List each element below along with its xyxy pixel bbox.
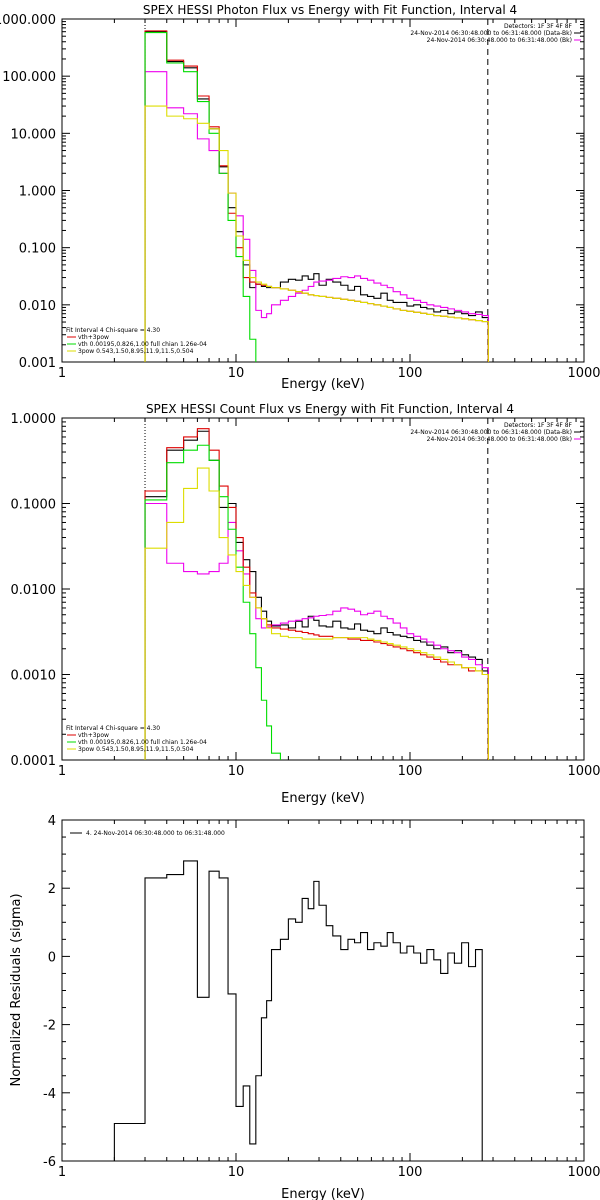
- count-flux-x-tick-label: 1: [58, 764, 66, 779]
- count-flux-x-axis-label: Energy (keV): [281, 791, 365, 806]
- count-flux-y-tick-label: 0.0010: [11, 669, 57, 684]
- photon-flux-x-axis-label: Energy (keV): [281, 377, 365, 392]
- photon-flux-y-tick-label: 0.010: [19, 299, 56, 314]
- count-flux-panel: SPEX HESSI Count Flux vs Energy with Fit…: [11, 402, 600, 806]
- photon-flux-legend-text: 24-Nov-2014 06:30:48.000 to 06:31:48.000…: [427, 37, 572, 44]
- residuals-y-tick-label: 4: [48, 814, 56, 829]
- photon-flux-y-tick-label: 10.000: [11, 127, 57, 142]
- residuals-x-tick-label: 100: [398, 1165, 423, 1180]
- residuals-legend-text: 4. 24-Nov-2014 06:30:48.000 to 06:31:48.…: [86, 830, 225, 837]
- photon-flux-series-3pow: [144, 105, 489, 362]
- photon-flux-series-vth: [144, 31, 257, 362]
- photon-flux-x-tick-label: 100: [398, 366, 423, 381]
- residuals-panel: Energy (keV) Normalized Residuals (sigma…: [9, 814, 600, 1200]
- count-flux-y-tick-label: 1.0000: [11, 412, 57, 427]
- photon-flux-fit-legend-text: vth+3pow: [78, 334, 109, 341]
- photon-flux-panel: SPEX HESSI Photon Flux vs Energy with Fi…: [0, 3, 600, 392]
- residuals-x-tick-label: 1000: [567, 1165, 600, 1180]
- count-flux-legend-text: Detectors: 1F 3F 4F 8F: [504, 422, 573, 429]
- count-flux-title: SPEX HESSI Count Flux vs Energy with Fit…: [146, 402, 514, 416]
- photon-flux-y-tick-label: 100.000: [2, 70, 56, 85]
- count-flux-y-tick-label: 0.0100: [11, 583, 57, 598]
- count-flux-x-tick-label: 100: [398, 764, 423, 779]
- residuals-plot-frame: [61, 819, 585, 1162]
- photon-flux-y-tick-label: 1.000: [19, 185, 56, 200]
- residuals-y-tick-label: 2: [48, 882, 56, 897]
- photon-flux-fit-legend-text: Fit Interval 4 Chi-square = 4.30: [66, 327, 160, 334]
- count-flux-y-tick-label: 0.0001: [11, 754, 57, 769]
- photon-flux-title: SPEX HESSI Photon Flux vs Energy with Fi…: [143, 3, 517, 17]
- photon-flux-y-tick-label: 0.100: [19, 242, 56, 257]
- photon-flux-legend-text: Detectors: 1F 3F 4F 8F: [504, 23, 573, 30]
- residuals-y-axis-label: Normalized Residuals (sigma): [9, 893, 24, 1086]
- count-flux-series-data-bk: [144, 430, 489, 760]
- residuals-series-residuals: [113, 860, 483, 1161]
- photon-flux-y-tick-label: 1000.000: [0, 13, 56, 28]
- photon-flux-y-tick-label: 0.001: [19, 356, 56, 371]
- count-flux-series-3pow: [144, 467, 489, 760]
- photon-flux-fit-legend-text: vth 0.00195,0.826,1.00 full chian 1.26e-…: [78, 341, 207, 348]
- residuals-x-tick-label: 1: [58, 1165, 66, 1180]
- photon-flux-series-vth-3pow: [144, 30, 489, 362]
- count-flux-legend-text: 24-Nov-2014 06:30:48.000 to 06:31:48.000…: [410, 429, 572, 436]
- count-flux-series-vth-3pow: [144, 428, 489, 760]
- count-flux-x-tick-label: 10: [228, 764, 245, 779]
- residuals-y-tick-label: -6: [43, 1155, 56, 1170]
- photon-flux-x-tick-label: 10: [228, 366, 245, 381]
- photon-flux-x-tick-label: 1: [58, 366, 66, 381]
- residuals-series-group: [113, 860, 483, 1161]
- count-flux-plot-frame: [61, 417, 585, 761]
- count-flux-fit-legend-text: Fit Interval 4 Chi-square = 4.30: [66, 725, 160, 732]
- residuals-x-tick-label: 10: [228, 1165, 245, 1180]
- count-flux-legend-text: 24-Nov-2014 06:30:48.000 to 06:31:48.000…: [427, 436, 572, 443]
- count-flux-fit-legend-text: 3pow 0.543,1.50,8.95,11.9,11.5,0.504: [78, 746, 194, 753]
- photon-flux-legend-text: 24-Nov-2014 06:30:48.000 to 06:31:48.000…: [410, 30, 572, 37]
- count-flux-series-vth: [144, 444, 281, 760]
- photon-flux-series-bk: [144, 71, 489, 362]
- residuals-y-tick-label: 0: [48, 950, 56, 965]
- residuals-y-tick-label: -2: [43, 1019, 56, 1034]
- residuals-x-axis-label: Energy (keV): [281, 1187, 365, 1200]
- photon-flux-series-group: [144, 30, 489, 362]
- photon-flux-fit-legend-text: 3pow 0.543,1.50,8.95,11.9,11.5,0.504: [78, 348, 194, 355]
- count-flux-series-group: [144, 428, 489, 760]
- photon-flux-x-tick-label: 1000: [567, 366, 600, 381]
- count-flux-fit-legend-text: vth 0.00195,0.826,1.00 full chian 1.26e-…: [78, 739, 207, 746]
- photon-flux-plot-frame: [61, 18, 585, 363]
- count-flux-x-tick-label: 1000: [567, 764, 600, 779]
- count-flux-fit-legend-text: vth+3pow: [78, 732, 109, 739]
- count-flux-series-bk: [144, 502, 489, 760]
- residuals-y-tick-label: -4: [43, 1087, 56, 1102]
- photon-flux-series-data-bk: [144, 31, 489, 362]
- count-flux-y-tick-label: 0.1000: [11, 498, 57, 513]
